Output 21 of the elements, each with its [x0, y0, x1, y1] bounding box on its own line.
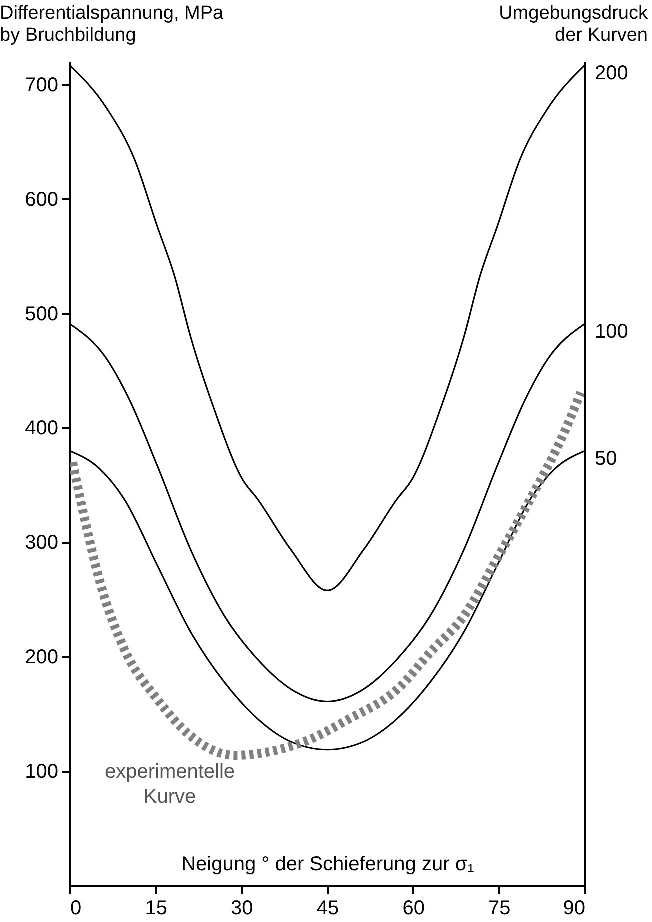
x-tick-label: 75 [488, 898, 511, 920]
x-tick-label: 45 [316, 898, 340, 920]
y-tick-label: 200 [25, 646, 58, 669]
series-label: 200 [595, 62, 628, 84]
y-tick-label: 300 [25, 532, 58, 554]
series-label: experimentelle Kurve [104, 761, 236, 808]
y-tick-label: 700 [25, 74, 58, 96]
x-tick-label: 60 [402, 898, 425, 920]
y-tick-label: 500 [25, 303, 58, 326]
series-label: 100 [595, 321, 628, 344]
x-tick-label: 30 [231, 898, 254, 920]
legend-title: Umgebungsdruck der Kurven [499, 3, 648, 46]
y-axis-title: Differentialspannung, MPa by Bruchbildung [0, 3, 224, 46]
y-tick-label: 600 [25, 188, 58, 211]
x-axis-title: Neigung ° der Schieferung zur σ₁ [182, 854, 475, 876]
x-tick-label: 15 [145, 898, 168, 920]
series-label: 50 [595, 448, 618, 470]
x-tick-label: 0 [70, 898, 82, 920]
y-tick-label: 100 [25, 761, 58, 784]
x-tick-label: 90 [563, 898, 586, 920]
y-tick-label: 400 [25, 418, 58, 440]
